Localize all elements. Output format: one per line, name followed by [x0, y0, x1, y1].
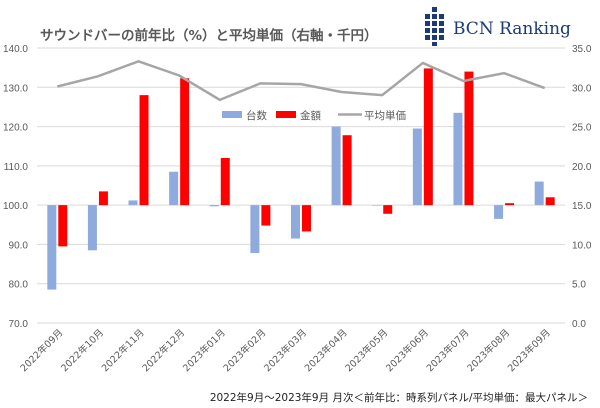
- x-tick-label: 2022年10月: [58, 327, 106, 375]
- y-tick-label: 130.0: [3, 83, 28, 94]
- bar-amount: [505, 203, 515, 206]
- x-tick-label: 2022年11月: [99, 327, 147, 375]
- bar-amount: [58, 205, 68, 247]
- y2-tick-label: 30.0: [572, 83, 592, 94]
- y-tick-label: 70.0: [9, 319, 29, 330]
- chart-title: サウンドバーの前年比（%）と平均単価（右軸・千円）: [40, 27, 378, 44]
- bar-units: [494, 205, 504, 219]
- y2-tick-label: 10.0: [572, 240, 592, 251]
- y-tick-label: 90.0: [9, 240, 29, 251]
- logo-mark-icon: [425, 7, 444, 46]
- x-tick-label: 2023年02月: [221, 327, 269, 375]
- bar-units: [412, 128, 422, 206]
- y2-tick-label: 20.0: [572, 162, 592, 173]
- bar-units: [453, 112, 463, 206]
- legend-label-units: 台数: [246, 109, 267, 122]
- logo-text: BCN Ranking: [453, 19, 571, 39]
- legend-swatch-units: [222, 111, 242, 118]
- y2-tick-label: 5.0: [572, 280, 586, 291]
- bar-units: [372, 205, 382, 206]
- y-tick-label: 80.0: [9, 280, 29, 291]
- bar-amount: [261, 205, 271, 226]
- x-tick-label: 2023年05月: [343, 327, 391, 375]
- y-tick-label: 110.0: [4, 162, 29, 173]
- y2-tick-label: 25.0: [572, 123, 592, 134]
- bar-amount: [342, 135, 352, 206]
- x-tick-label: 2023年01月: [180, 327, 228, 375]
- bar-amount: [464, 71, 474, 206]
- bar-amount: [98, 191, 108, 206]
- bar-units: [87, 205, 97, 251]
- x-tick-label: 2023年06月: [383, 327, 431, 375]
- bar-amount: [139, 95, 149, 206]
- x-tick-label: 2023年08月: [465, 327, 513, 375]
- bar-units: [47, 205, 57, 290]
- x-tick-label: 2022年09月: [18, 327, 66, 375]
- x-tick-label: 2023年03月: [262, 327, 310, 375]
- bar-units: [209, 205, 219, 207]
- bar-amount: [302, 205, 311, 232]
- x-tick-label: 2023年07月: [424, 327, 472, 375]
- legend-label-amount: 金額: [300, 109, 321, 122]
- y-tick-label: 140.0: [3, 44, 28, 55]
- bar-amount: [423, 68, 433, 206]
- legend-label-avg-price: 平均単価: [364, 109, 406, 122]
- y2-tick-label: 0.0: [572, 319, 586, 330]
- bar-units: [169, 171, 179, 206]
- footnote: 2022年9月～2023年9月 月次＜前年比：時系列パネル/平均単価：最大パネル…: [210, 391, 588, 404]
- legend: 台数 金額 平均単価: [222, 109, 406, 122]
- x-tick-label: 2023年04月: [302, 327, 350, 375]
- y2-tick-label: 15.0: [572, 201, 592, 212]
- x-tick-label: 2023年09月: [505, 327, 553, 375]
- bar-units: [534, 181, 544, 206]
- legend-swatch-amount: [276, 111, 296, 118]
- bar-amount: [545, 197, 555, 206]
- bar-amount: [383, 205, 393, 214]
- avg-price-line: [57, 60, 546, 102]
- y-tick-label: 120.0: [3, 123, 28, 134]
- bar-amount: [220, 158, 230, 206]
- bar-units: [250, 205, 260, 254]
- bar-units: [128, 200, 138, 206]
- bar-units: [331, 126, 341, 206]
- bar-units: [291, 205, 300, 239]
- bar-amount: [180, 78, 190, 206]
- bcn-logo: BCN Ranking: [425, 7, 571, 46]
- x-tick-label: 2022年12月: [140, 327, 188, 375]
- y-tick-label: 100.0: [3, 201, 28, 212]
- y2-tick-label: 35.0: [572, 44, 592, 55]
